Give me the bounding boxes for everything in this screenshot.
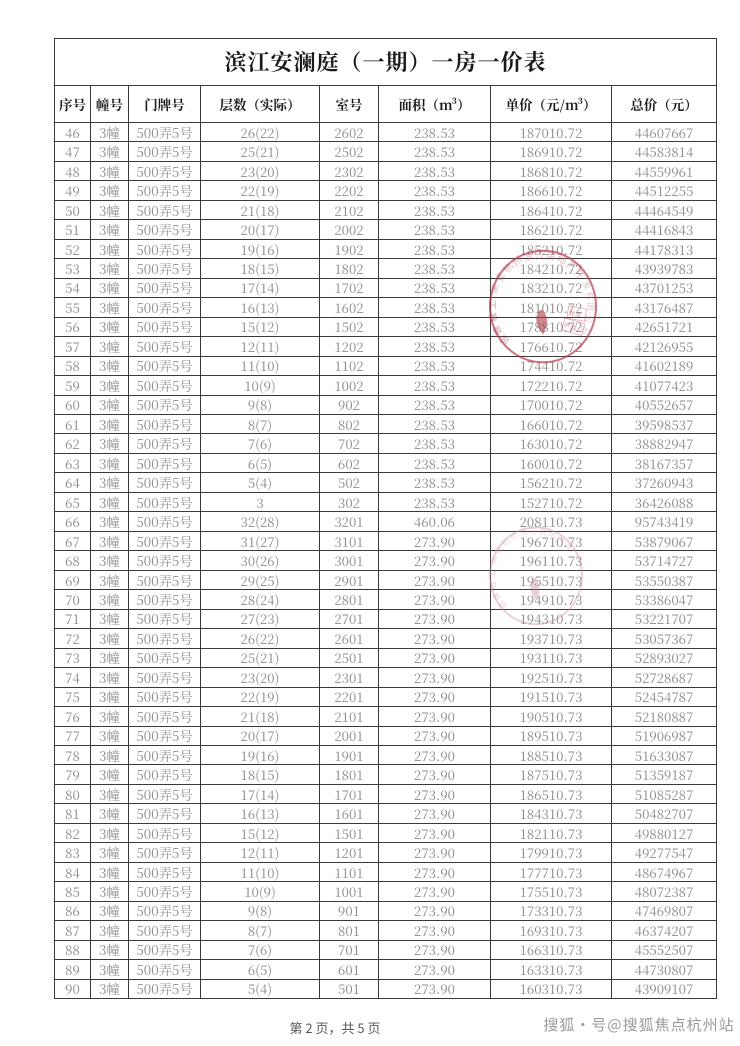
svg-text:工: 工 <box>485 300 498 309</box>
svg-text:江: 江 <box>528 525 538 538</box>
svg-text:江: 江 <box>534 247 546 262</box>
svg-text:程: 程 <box>487 580 500 591</box>
svg-text:房: 房 <box>546 248 557 263</box>
svg-text:房: 房 <box>538 526 547 539</box>
svg-text:有: 有 <box>583 290 597 301</box>
svg-text:澜: 澜 <box>486 283 501 295</box>
svg-text:工: 工 <box>487 570 498 578</box>
svg-text:样本: 样本 <box>568 308 583 320</box>
svg-text:公: 公 <box>582 313 596 324</box>
svg-text:澜: 澜 <box>487 555 500 565</box>
svg-text:程: 程 <box>485 311 500 324</box>
svg-text:建: 建 <box>489 323 505 338</box>
